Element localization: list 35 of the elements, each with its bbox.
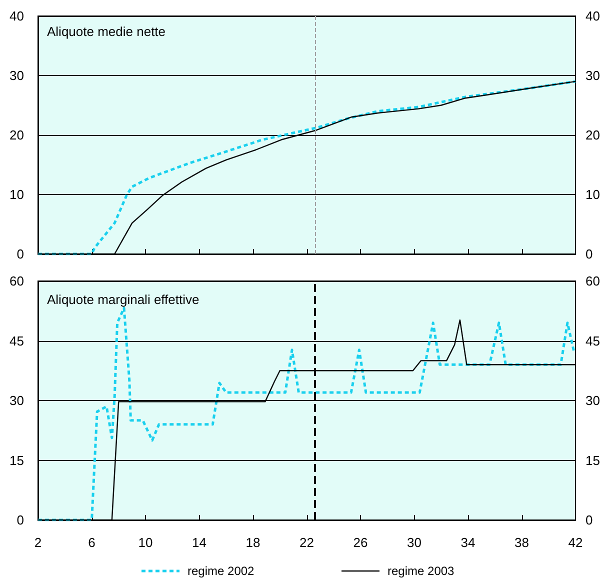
y-tick-label: 0 [16, 246, 24, 262]
x-tick-label: 30 [407, 535, 422, 550]
y-tick-label: 60 [10, 274, 24, 288]
y-tick-label: 30 [10, 68, 24, 83]
y2-tick-label: 60 [586, 274, 600, 288]
y-tick-label: 30 [10, 393, 24, 408]
x-tick-label: 42 [568, 535, 583, 550]
x-tick-label: 14 [192, 535, 206, 550]
x-tick-label: 38 [514, 535, 530, 550]
y2-tick-label: 10 [586, 187, 600, 202]
y-tick-label: 20 [10, 128, 24, 142]
y2-tick-label: 40 [586, 8, 600, 24]
y-tick-label: 40 [10, 8, 24, 24]
x-tick-label: 34 [460, 535, 476, 550]
y-tick-label: 10 [10, 187, 24, 202]
x-tick-label: 26 [353, 535, 368, 550]
text: Aliquote medie nette [47, 24, 166, 39]
y-tick-label: 45 [10, 333, 24, 348]
x-tick-label: 18 [246, 535, 260, 550]
y-tick-label: 15 [10, 452, 24, 468]
y2-tick-label: 30 [586, 393, 600, 408]
y-tick-label: 0 [16, 512, 24, 528]
x-tick-label: 6 [88, 535, 96, 550]
x-tick-label: 22 [300, 535, 314, 550]
y2-tick-label: 0 [586, 246, 593, 262]
text: Aliquote marginali effettive [47, 292, 200, 307]
legend-label: regime 2003 [388, 564, 455, 578]
x-tick-label: 2 [34, 535, 42, 550]
y2-tick-label: 15 [586, 452, 600, 468]
x-tick-label: 10 [138, 535, 153, 550]
y2-tick-label: 0 [586, 512, 593, 528]
y2-tick-label: 45 [586, 333, 600, 348]
legend-label: regime 2002 [188, 564, 255, 578]
y2-tick-label: 30 [586, 68, 600, 83]
y2-tick-label: 20 [586, 128, 600, 142]
